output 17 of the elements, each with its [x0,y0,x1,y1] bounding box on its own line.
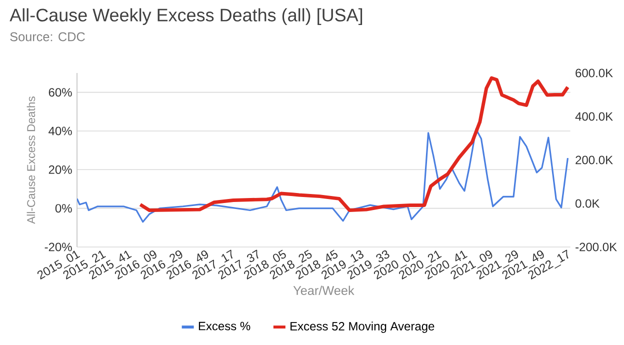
y2-tick-label: 600.0K [576,68,613,78]
legend-label: Excess % [198,322,250,330]
y-tick-label: 20% [48,165,72,174]
y-axis-title: All-Cause Excess Deaths [26,96,36,224]
y2-tick-label: -200.0K [576,242,617,252]
legend-label: Excess 52 Moving Average [290,322,434,333]
y2-tick-label: 200.0K [576,156,613,164]
y2-tick-label: 400.0K [575,112,613,121]
chart-title: All-Cause Weekly Excess Deaths (all) [USA] [10,8,362,26]
y2-tick-label: 0.0K [576,199,600,208]
y-tick-label: 0% [55,204,72,213]
y-tick-label: -20% [44,242,72,252]
chart-subtitle: Source: CDC [10,32,85,42]
y-tick-label: 40% [48,126,72,136]
line-series [138,76,570,212]
x-axis-title: Year/Week [293,286,354,296]
y-tick-label: 60% [48,88,72,97]
